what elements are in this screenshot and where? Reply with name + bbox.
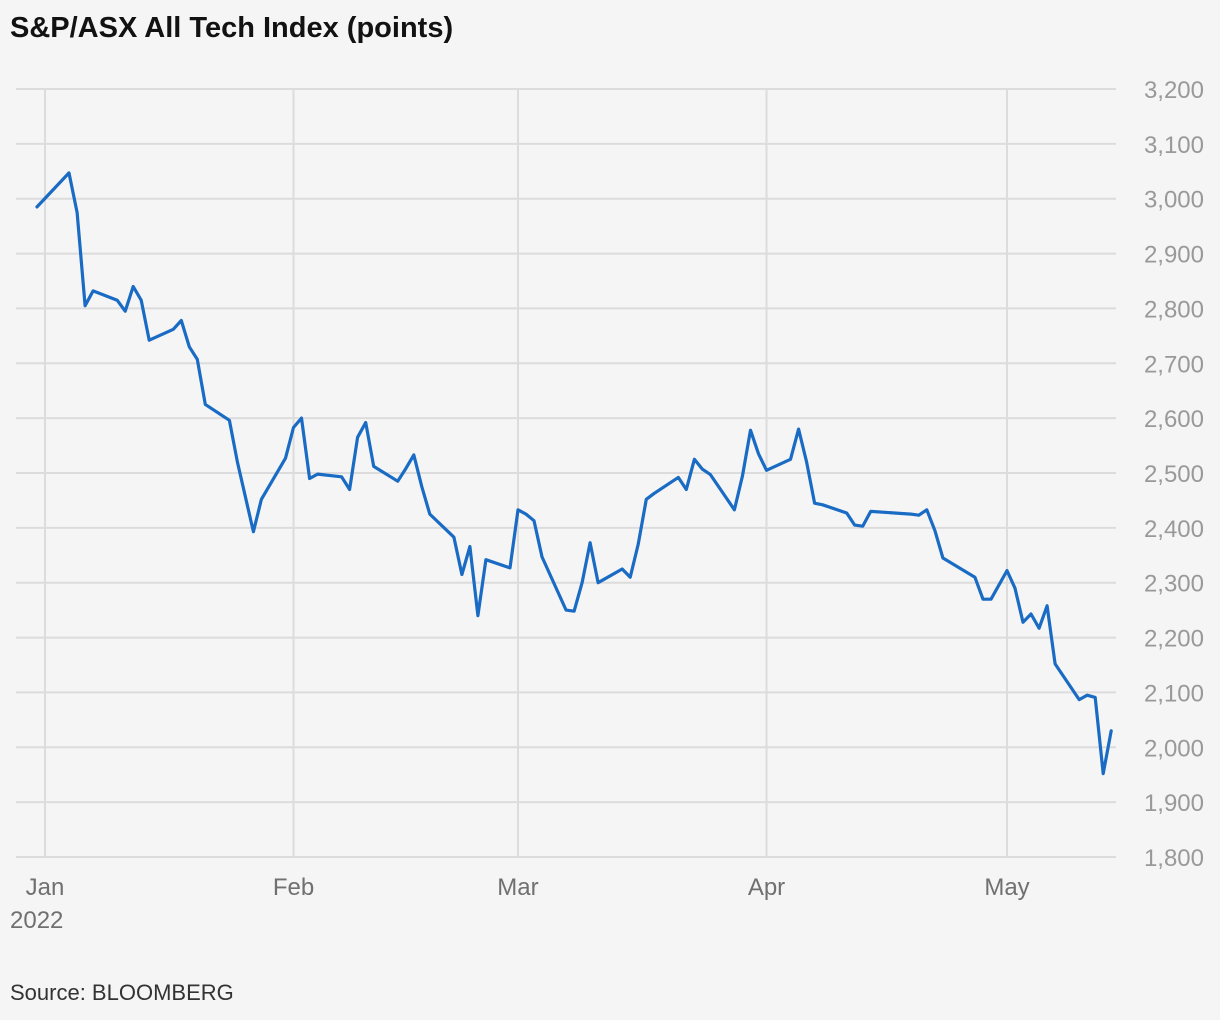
- y-tick-label: 2,700: [1144, 351, 1204, 378]
- y-tick-label: 2,200: [1144, 626, 1204, 653]
- y-tick-label: 2,500: [1144, 461, 1204, 488]
- y-tick-label: 2,800: [1144, 296, 1204, 323]
- x-tick-label: May: [984, 874, 1029, 901]
- series-line: [35, 171, 1113, 776]
- x-gridlines: [44, 89, 1008, 857]
- y-tick-label: 1,900: [1144, 790, 1204, 817]
- y-gridlines: [16, 88, 1116, 858]
- x-axis-ticks: Jan 2022 Feb Mar Apr May: [10, 874, 1030, 934]
- chart-title: S&P/ASX All Tech Index (points): [10, 12, 454, 44]
- x-tick-label: Mar: [497, 874, 538, 901]
- y-tick-label: 3,200: [1144, 77, 1204, 104]
- y-tick-label: 2,100: [1144, 680, 1204, 707]
- y-tick-label: 2,900: [1144, 242, 1204, 269]
- y-axis-ticks: 3,200 3,100 3,000 2,900 2,800 2,700 2,600 2,500…: [1144, 77, 1204, 872]
- x-tick-label: Apr: [748, 874, 785, 901]
- y-tick-label: 1,800: [1144, 845, 1204, 872]
- series-group: [35, 171, 1113, 776]
- x-tick-year-label: 2022: [10, 907, 63, 934]
- y-tick-label: 2,400: [1144, 516, 1204, 543]
- x-tick-label: Jan: [26, 874, 65, 901]
- y-tick-label: 3,000: [1144, 187, 1204, 214]
- y-tick-label: 3,100: [1144, 132, 1204, 159]
- x-tick-label: Feb: [273, 874, 314, 901]
- y-tick-label: 2,300: [1144, 571, 1204, 598]
- y-tick-label: 2,000: [1144, 735, 1204, 762]
- y-tick-label: 2,600: [1144, 406, 1204, 433]
- source-note: Source: BLOOMBERG: [10, 980, 234, 1005]
